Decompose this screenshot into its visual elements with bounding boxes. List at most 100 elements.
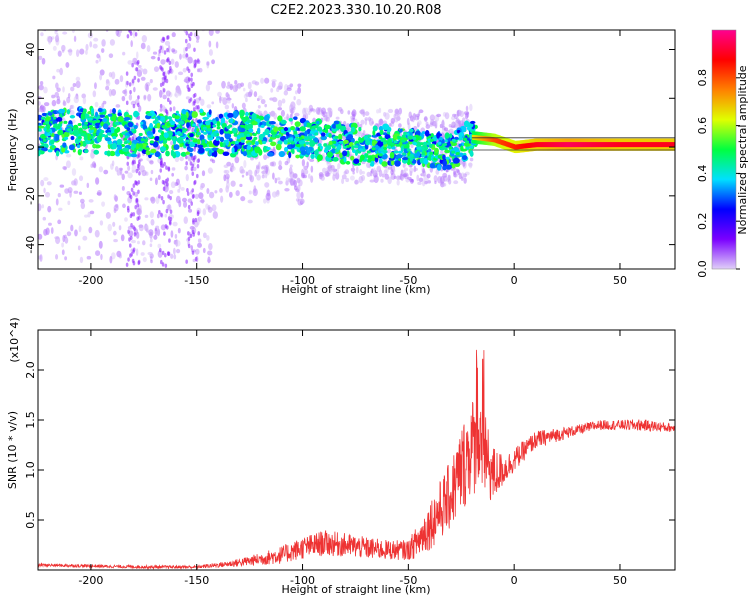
noise-point	[101, 201, 106, 207]
band-point	[288, 117, 293, 122]
ridge-core	[504, 141, 508, 147]
ridge-core	[521, 143, 524, 149]
noise-point	[411, 117, 415, 123]
ridge-core	[560, 142, 564, 148]
streak-point	[168, 60, 172, 66]
noise-point	[80, 198, 85, 204]
noise-point	[326, 160, 332, 167]
streak-point	[166, 97, 170, 103]
colorbar-label: Normalized spectral amplitude	[736, 65, 749, 234]
band-point	[133, 124, 138, 130]
band-highlight	[69, 130, 74, 134]
band-point	[444, 139, 448, 143]
band-point	[180, 151, 187, 157]
noise-point	[147, 94, 152, 102]
noise-point	[79, 256, 84, 264]
ridge-core	[525, 143, 528, 149]
streak-point	[197, 231, 201, 236]
noise-point	[57, 193, 61, 198]
noise-point	[272, 146, 276, 152]
noise-point	[398, 123, 402, 128]
noise-point	[262, 170, 265, 176]
noise-point	[427, 180, 432, 184]
noise-point	[188, 18, 193, 25]
band-highlight	[207, 128, 212, 132]
noise-point	[142, 256, 147, 263]
noise-point	[182, 53, 186, 59]
ridge-core	[655, 142, 659, 148]
band-point	[309, 135, 316, 139]
ridge-core	[539, 142, 542, 148]
band-point	[369, 162, 374, 167]
ridge-core	[641, 142, 645, 148]
noise-point	[115, 104, 121, 108]
y-tick-label: 1.0	[24, 461, 37, 479]
noise-point	[124, 217, 128, 222]
streak-point	[132, 103, 136, 109]
streak-point	[130, 187, 134, 192]
band-point	[436, 132, 440, 139]
ridge-core	[575, 142, 579, 148]
noise-point	[410, 143, 414, 149]
streak-point	[193, 92, 197, 98]
band-point	[154, 136, 161, 142]
noise-point	[393, 175, 397, 180]
noise-point	[332, 174, 336, 181]
noise-point	[207, 259, 211, 263]
noise-point	[212, 211, 218, 219]
noise-point	[386, 148, 392, 154]
noise-point	[80, 202, 86, 210]
noise-point	[98, 166, 104, 173]
noise-point	[351, 109, 357, 117]
noise-point	[70, 104, 75, 110]
noise-point	[187, 56, 193, 64]
streak-point	[167, 70, 171, 75]
noise-point	[192, 166, 197, 172]
noise-point	[171, 172, 175, 177]
noise-point	[122, 16, 125, 22]
streak-point	[192, 107, 196, 112]
streak-point	[165, 225, 169, 230]
band-point	[159, 134, 163, 141]
noise-point	[315, 107, 321, 115]
noise-point	[182, 17, 187, 25]
band-point	[396, 154, 403, 159]
colorbar-ticks: 0.0 0.2 0.4 0.6 0.8	[696, 69, 740, 278]
band-point	[442, 165, 447, 171]
streak-point	[185, 31, 189, 36]
streak-point	[128, 193, 132, 198]
band-point	[238, 109, 245, 117]
snr-multiplier: (x10^4)	[8, 317, 21, 362]
noise-point	[421, 180, 426, 187]
band-point	[167, 116, 173, 120]
ridge-core	[535, 142, 538, 148]
streak-point	[162, 186, 166, 192]
noise-point	[440, 149, 444, 155]
noise-point	[206, 104, 212, 109]
noise-point	[114, 78, 120, 85]
noise-point	[61, 44, 66, 52]
noise-point	[41, 57, 46, 65]
streak-point	[133, 232, 137, 237]
noise-point	[347, 110, 351, 115]
band-highlight	[463, 137, 468, 141]
band-highlight	[334, 135, 339, 139]
noise-point	[254, 169, 258, 177]
streak-point	[167, 251, 170, 256]
band-point	[309, 140, 316, 148]
noise-point	[261, 165, 268, 169]
band-point	[163, 139, 168, 144]
band-point	[285, 131, 290, 137]
streak-point	[166, 57, 170, 62]
band-point	[49, 139, 55, 145]
ridge-core	[507, 142, 510, 148]
streak-point	[160, 212, 163, 217]
band-point	[122, 147, 129, 152]
noise-point	[67, 92, 71, 99]
ridge-core	[664, 142, 668, 148]
band-point	[306, 148, 311, 154]
band-highlight	[378, 135, 383, 140]
noise-point	[73, 95, 80, 104]
ridge-core	[607, 142, 611, 148]
noise-point	[225, 181, 230, 189]
